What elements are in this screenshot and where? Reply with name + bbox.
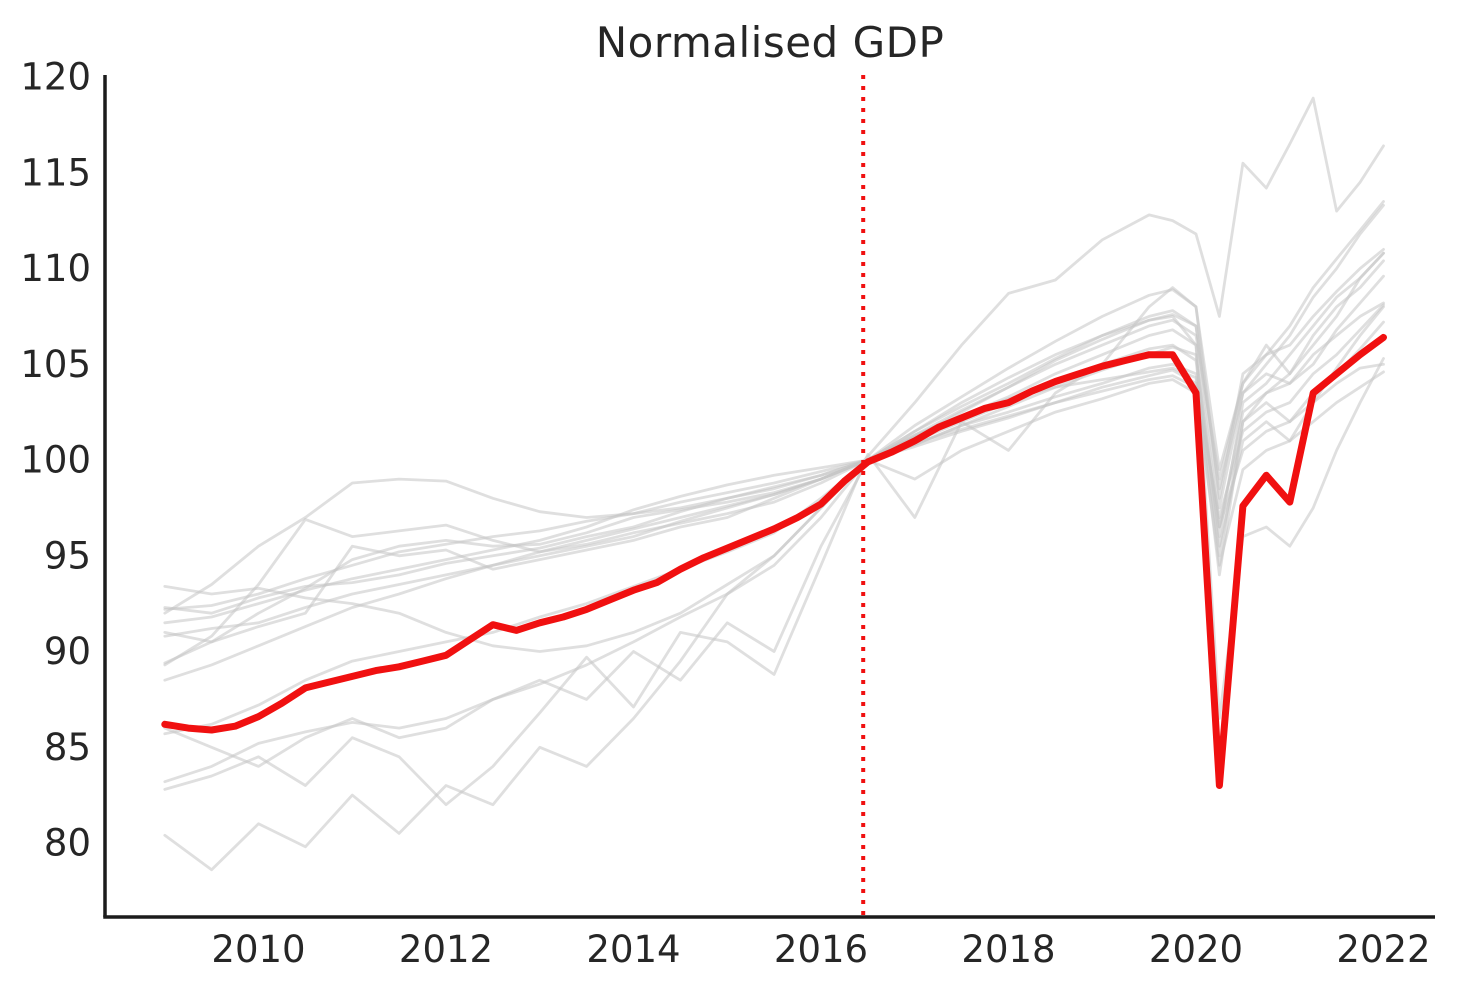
gray-line-series-1 (163, 96, 1385, 872)
gray-line-series-12 (163, 203, 1385, 638)
gray-line-series-13 (163, 200, 1385, 682)
x-tick-label: 2014 (586, 928, 680, 971)
y-tick-label: 95 (44, 534, 91, 577)
y-tick-label: 80 (44, 822, 91, 865)
chart-title: Normalised GDP (595, 18, 945, 67)
x-tick-label: 2010 (211, 928, 305, 971)
tick-labels: 80 85 90 95 100 105 110 115 120 2010 2012 2014 2016 2… (20, 56, 1430, 972)
highlighted-series (161, 333, 1387, 789)
axes (103, 75, 1435, 919)
y-tick-label: 90 (44, 630, 91, 673)
gray-line-series-15 (163, 370, 1385, 768)
x-tick-label: 2020 (1149, 928, 1243, 971)
y-tick-label: 85 (44, 726, 91, 769)
x-tick-label: 2018 (961, 928, 1055, 971)
y-tick-label: 100 (20, 439, 91, 482)
y-tick-label: 115 (20, 151, 91, 194)
y-tick-label: 105 (20, 343, 91, 386)
y-tick-label: 110 (20, 247, 91, 290)
x-tick-label: 2012 (399, 928, 493, 971)
x-tick-label: 2022 (1336, 928, 1430, 971)
x-tick-label: 2016 (774, 928, 868, 971)
y-tick-label: 120 (20, 56, 91, 99)
gray-line-series-8 (163, 259, 1385, 807)
red-line (161, 333, 1387, 789)
